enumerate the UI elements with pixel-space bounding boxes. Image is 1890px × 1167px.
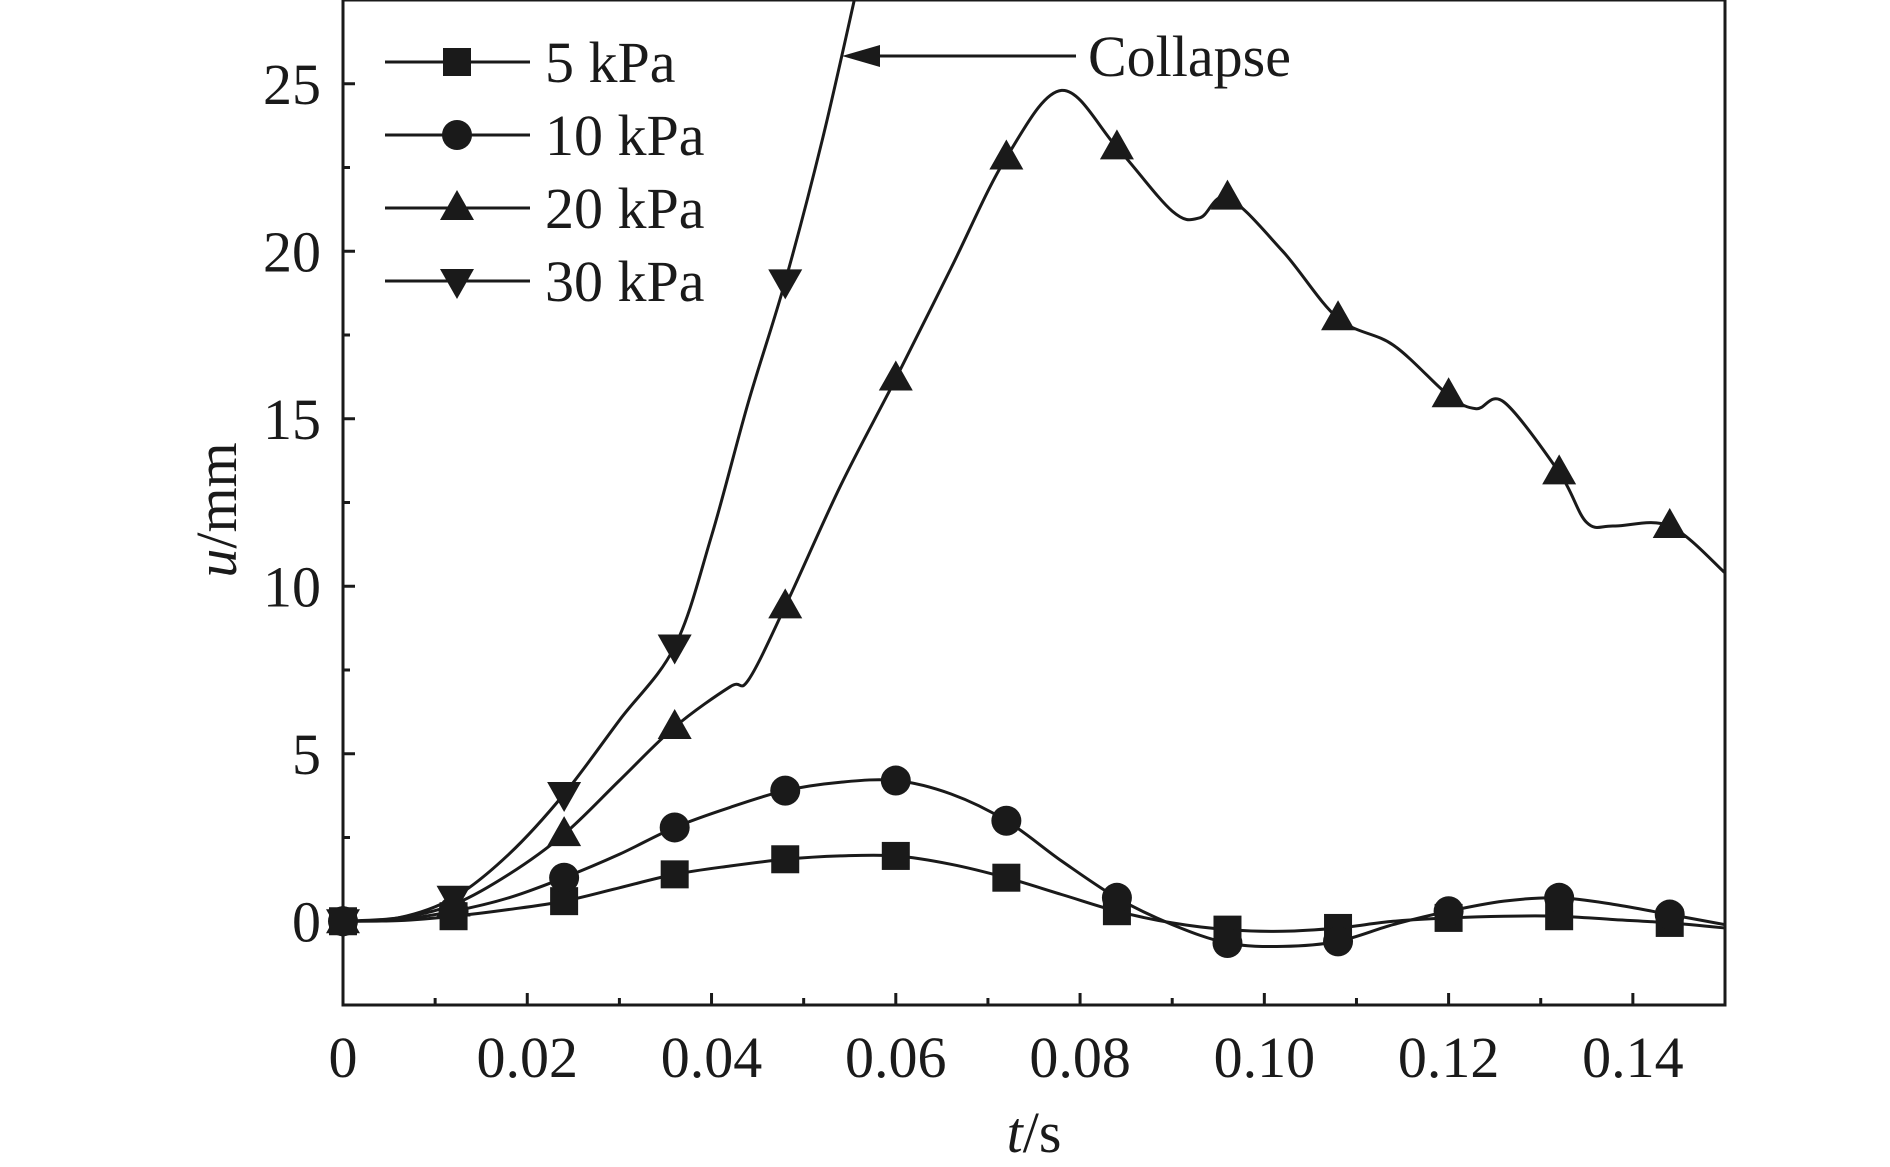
marker-20-kpa bbox=[1542, 454, 1577, 485]
x-tick-label: 0.04 bbox=[661, 1025, 763, 1090]
marker-20-kpa bbox=[1099, 129, 1134, 160]
series-line-20-kpa bbox=[343, 88, 1725, 923]
y-axis-title-unit: /mm bbox=[184, 442, 249, 548]
legend-label-10-kpa: 10 kPa bbox=[545, 103, 705, 168]
marker-10-kpa bbox=[880, 765, 911, 796]
marker-20-kpa bbox=[768, 588, 803, 619]
marker-10-kpa bbox=[1212, 928, 1243, 959]
x-tick-label: 0.12 bbox=[1398, 1025, 1500, 1090]
x-tick-label: 0.14 bbox=[1582, 1025, 1684, 1090]
collapse-annotation: Collapse bbox=[842, 24, 1291, 89]
marker-10-kpa bbox=[1433, 896, 1464, 927]
y-axis-title: u/mm bbox=[184, 442, 249, 577]
marker-10-kpa bbox=[770, 775, 801, 806]
y-tick-label: 5 bbox=[292, 722, 321, 787]
marker-10-kpa bbox=[659, 812, 690, 843]
series-line-10-kpa bbox=[343, 778, 1725, 949]
x-tick-label: 0.08 bbox=[1029, 1025, 1131, 1090]
legend-marker-30-kpa bbox=[440, 269, 474, 299]
marker-10-kpa bbox=[549, 862, 580, 893]
collapse-arrowhead bbox=[842, 45, 880, 67]
marker-20-kpa bbox=[657, 708, 692, 739]
legend: 5 kPa 10 kPa 20 kPa 30 kPa bbox=[385, 30, 705, 314]
y-tick-label: 25 bbox=[263, 52, 321, 117]
marker-30-kpa bbox=[436, 885, 471, 916]
x-axis-title-unit: /s bbox=[1023, 1100, 1062, 1165]
marker-30-kpa bbox=[657, 634, 692, 665]
marker-10-kpa bbox=[1544, 882, 1575, 913]
marker-20-kpa bbox=[878, 360, 913, 391]
collapse-label: Collapse bbox=[1088, 24, 1291, 89]
legend-label-5-kpa: 5 kPa bbox=[545, 30, 676, 95]
legend-label-30-kpa: 30 kPa bbox=[545, 249, 705, 314]
marker-10-kpa bbox=[1323, 926, 1354, 957]
marker-20-kpa bbox=[1431, 377, 1466, 408]
y-tick-label: 0 bbox=[292, 889, 321, 954]
marker-10-kpa bbox=[1101, 882, 1132, 913]
marker-20-kpa bbox=[989, 139, 1024, 170]
x-tick-label: 0.06 bbox=[845, 1025, 947, 1090]
x-tick-label: 0 bbox=[329, 1025, 358, 1090]
marker-30-kpa bbox=[768, 269, 803, 300]
legend-marker-20-kpa bbox=[440, 190, 474, 220]
y-axis: 0 5 10 15 20 25 bbox=[263, 0, 355, 1007]
marker-20-kpa bbox=[1210, 179, 1245, 210]
y-tick-label: 15 bbox=[263, 387, 321, 452]
x-tick-label: 0.10 bbox=[1214, 1025, 1316, 1090]
x-tick-label: 0.02 bbox=[477, 1025, 579, 1090]
marker-20-kpa bbox=[1652, 507, 1687, 538]
legend-label-20-kpa: 20 kPa bbox=[545, 176, 705, 241]
x-axis: 0 0.02 0.04 0.06 0.08 0.10 0.12 0.14 bbox=[329, 993, 1684, 1090]
legend-marker-10-kpa bbox=[442, 120, 472, 150]
y-tick-label: 10 bbox=[263, 554, 321, 619]
marker-10-kpa bbox=[1654, 899, 1685, 930]
legend-marker-5-kpa bbox=[443, 48, 471, 76]
marker-5-kpa bbox=[992, 863, 1021, 892]
marker-5-kpa bbox=[660, 860, 689, 889]
marker-20-kpa bbox=[1321, 300, 1356, 331]
y-axis-title-var: u bbox=[184, 549, 249, 578]
y-tick-label: 20 bbox=[263, 219, 321, 284]
marker-5-kpa bbox=[771, 845, 800, 874]
marker-10-kpa bbox=[991, 805, 1022, 836]
marker-30-kpa bbox=[547, 781, 582, 812]
marker-20-kpa bbox=[547, 816, 582, 847]
x-axis-title-var: t bbox=[1007, 1100, 1025, 1165]
marker-5-kpa bbox=[881, 841, 910, 870]
x-axis-title: t/s bbox=[1007, 1100, 1062, 1165]
